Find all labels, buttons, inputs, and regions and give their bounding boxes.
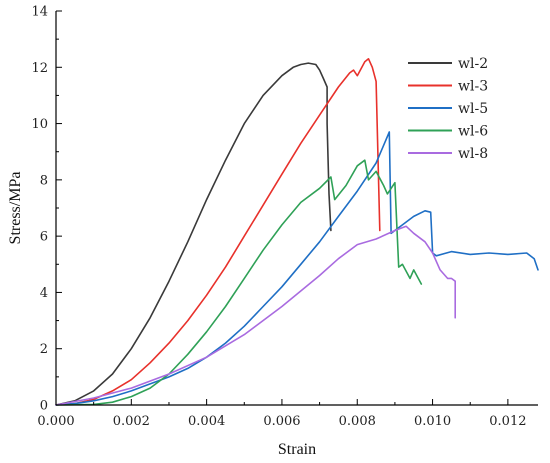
legend-label-wl-8: wl-8 <box>458 146 488 162</box>
legend: wl-2 wl-3 wl-5 wl-6 wl-8 <box>408 56 488 162</box>
axes: 0 2 4 6 8 10 12 14 0.000 0.002 0.004 0.006 0.008 0.01… <box>31 5 538 429</box>
plot-area <box>55 57 539 406</box>
x-tick-label: 0.000 <box>37 414 74 429</box>
legend-label-wl-5: wl-5 <box>458 101 488 117</box>
y-tick-label: 14 <box>31 5 48 20</box>
legend-label-wl-2: wl-2 <box>458 56 488 72</box>
y-tick-label: 0 <box>40 399 48 414</box>
series-line-wl-5 <box>55 131 539 406</box>
legend-label-wl-3: wl-3 <box>458 79 488 95</box>
series-line-wl-2 <box>55 62 332 406</box>
y-tick-label: 10 <box>31 117 48 132</box>
series-line-wl-8 <box>55 225 457 406</box>
x-tick-label: 0.012 <box>489 414 526 429</box>
x-tick-label: 0.010 <box>414 414 451 429</box>
x-tick-label: 0.004 <box>188 414 225 429</box>
y-axis-title: Stress/MPa <box>7 172 24 245</box>
x-tick-label: 0.006 <box>263 414 300 429</box>
y-tick-label: 6 <box>40 230 48 245</box>
y-tick-label: 8 <box>40 173 48 188</box>
series-line-wl-3 <box>55 57 381 406</box>
y-tick-label: 12 <box>31 61 48 76</box>
x-tick-label: 0.002 <box>113 414 150 429</box>
y-tick-label: 4 <box>40 286 48 301</box>
series-line-wl-6 <box>55 159 423 406</box>
x-axis-title: Strain <box>278 441 316 458</box>
x-tick-label: 0.008 <box>339 414 376 429</box>
y-tick-label: 2 <box>40 342 48 357</box>
legend-label-wl-6: wl-6 <box>458 124 488 140</box>
